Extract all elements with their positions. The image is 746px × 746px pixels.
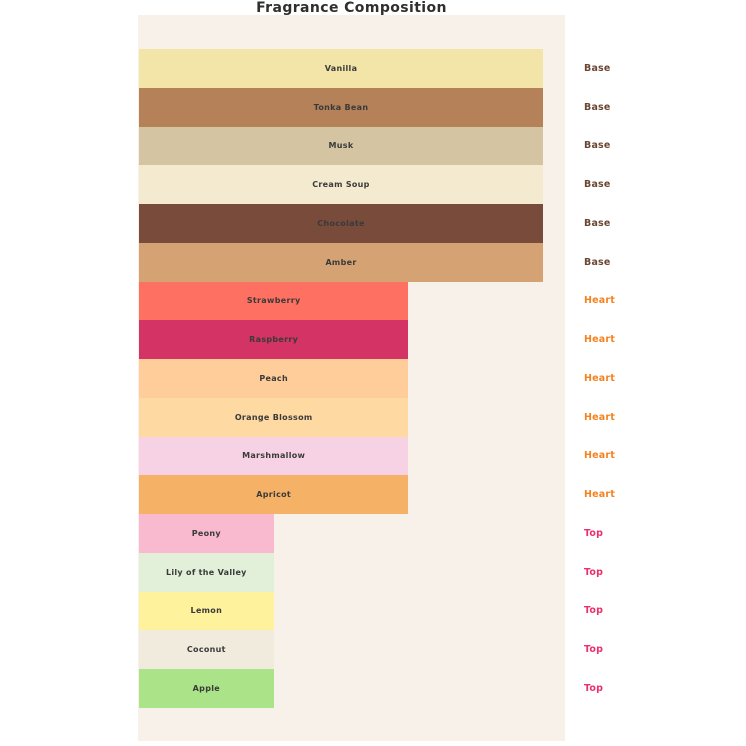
chart-row: Peony Top [139,514,746,553]
group-label: Base [584,62,611,74]
group-label: Heart [584,450,616,462]
bar-label: Tonka Bean [313,102,369,112]
bar-segment: Tonka Bean [139,87,543,127]
chart-row: Orange Blossom Heart [139,397,746,437]
bar-segment: Apple [139,669,274,708]
bar-segment: Peach [139,359,409,398]
chart-row: Vanilla Base [139,49,746,88]
chart-row: Lily of the Valley Top [139,552,746,592]
bar-segment: Lily of the Valley [139,552,274,592]
bar-segment: Musk [139,126,543,166]
group-label: Top [584,566,604,578]
group-label: Top [584,682,604,694]
group-label: Top [584,644,604,656]
chart-row: Raspberry Heart [139,320,746,359]
group-label: Heart [584,489,616,501]
chart-row: Apricot Heart [139,475,746,514]
chart-row: Musk Base [139,126,746,166]
group-label: Base [584,256,611,268]
bar-segment: Cream Soup [139,165,543,204]
bar-label: Raspberry [249,335,299,345]
chart-row: Strawberry Heart [139,281,746,321]
bar-label: Orange Blossom [234,412,313,422]
bar-label: Peony [191,528,221,538]
group-label: Heart [584,372,616,384]
bar-label: Peach [259,373,288,383]
bar-label: Vanilla [324,63,358,73]
chart-row: Cream Soup Base [139,165,746,204]
bar-chart-rows: Vanilla Base Tonka Bean Base Musk Base Cream S… [139,49,746,708]
bar-segment: Vanilla [139,49,543,88]
bar-segment: Apricot [139,475,409,514]
chart-row: Marshmallow Heart [139,436,746,476]
group-label: Heart [584,295,616,307]
chart-row: Tonka Bean Base [139,87,746,127]
bar-label: Musk [328,141,354,151]
chart-row: Peach Heart [139,359,746,398]
bar-segment: Marshmallow [139,436,409,476]
group-label: Base [584,217,611,229]
bar-label: Chocolate [317,218,365,228]
bar-label: Amber [325,257,357,267]
bar-segment: Orange Blossom [139,397,409,437]
group-label: Base [584,101,611,113]
chart-row: Coconut Top [139,630,746,669]
bar-segment: Coconut [139,630,274,669]
bar-label: Cream Soup [312,180,370,190]
bar-segment: Raspberry [139,320,409,359]
bar-label: Coconut [186,645,226,655]
bar-label: Marshmallow [242,451,306,461]
chart-row: Chocolate Base [139,204,746,243]
bar-label: Lily of the Valley [165,567,247,577]
group-label: Heart [584,334,616,346]
group-label: Top [584,527,604,539]
chart-row: Apple Top [139,669,746,708]
bar-segment: Lemon [139,591,274,631]
chart-title: Fragrance Composition [256,0,447,16]
bar-label: Apricot [256,490,292,500]
group-label: Base [584,179,611,191]
chart-row: Lemon Top [139,591,746,631]
bar-label: Lemon [190,606,223,616]
bar-label: Strawberry [246,296,301,306]
chart-row: Amber Base [139,242,746,282]
group-label: Top [584,605,604,617]
group-label: Heart [584,411,616,423]
bar-segment: Strawberry [139,281,409,321]
bar-segment: Chocolate [139,204,543,243]
group-label: Base [584,140,611,152]
bar-segment: Peony [139,514,274,553]
bar-segment: Amber [139,242,543,282]
bar-label: Apple [192,683,220,693]
